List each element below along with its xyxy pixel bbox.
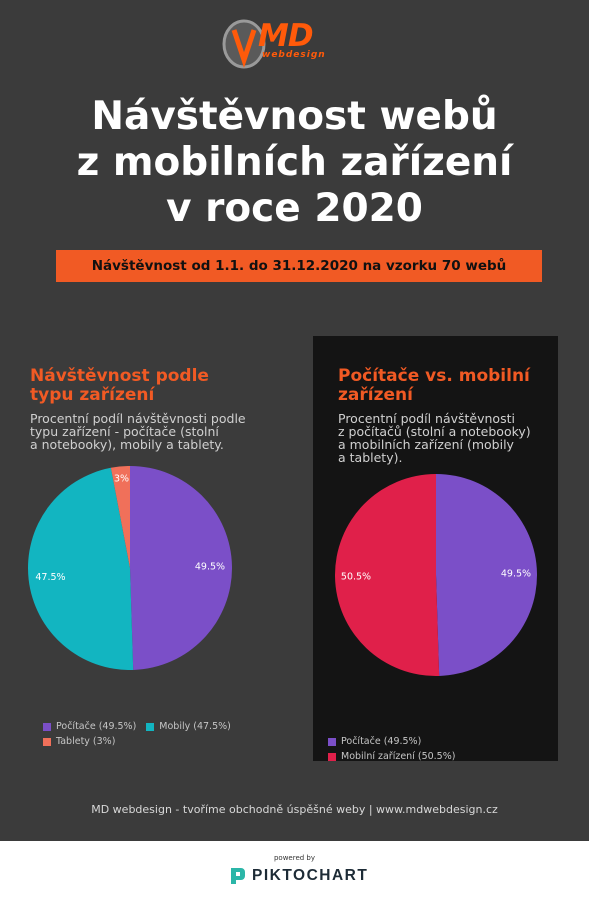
pie-data-label: 49.5% [501, 569, 531, 580]
logo-sub: webdesign [262, 50, 326, 60]
legend-label: Tablety (3%) [56, 736, 116, 747]
pie-slice-mobiln-za-zen- [335, 474, 440, 676]
left-desc-line-3: a notebooky), mobily a tablety. [30, 437, 224, 452]
right-desc-line-3: a mobilních zařízení (mobily [338, 437, 514, 452]
title-line-3: v roce 2020 [166, 186, 423, 231]
pie-slice-mobily [28, 467, 134, 670]
pie-data-label: 3% [114, 474, 129, 485]
left-desc-line-2: typu zařízení - počítače (stolní [30, 424, 219, 439]
legend-swatch [146, 722, 155, 731]
right-panel-title: Počítače vs. mobilní zařízení [338, 367, 530, 405]
md-logo-icon [222, 19, 266, 69]
legend-item: Počítače (49.5%) [43, 721, 136, 732]
pie-slice-po-ta-e [130, 466, 232, 670]
left-panel-title: Návštěvnost podle typu zařízení [30, 367, 209, 405]
left-desc-line-1: Procentní podíl návštěvnosti podle [30, 411, 246, 426]
piktochart-icon [231, 868, 245, 884]
legend-label: Mobilní zařízení (50.5%) [341, 751, 456, 762]
piktochart-word: PIKTOCHART [252, 867, 369, 884]
pie-chart-device-type: 49.5% 47.5% 3% [28, 466, 232, 670]
left-title-line-2: typu zařízení [30, 385, 155, 405]
footer-text: MD webdesign - tvoříme obchodně úspěšné … [91, 803, 498, 816]
legend-item: Tablety (3%) [43, 736, 115, 747]
legend-item: Mobily (47.5%) [146, 721, 231, 732]
pie-data-label: 47.5% [35, 572, 65, 583]
legend-item: Počítače (49.5%) [328, 736, 421, 747]
infographic: MD webdesign Návštěvnost webů z mobilníc… [0, 0, 589, 841]
title-line-1: Návštěvnost webů [91, 94, 498, 139]
legend-device-type: Počítače (49.5%) Mobily (47.5%) Tablety (3… [43, 721, 243, 751]
legend-swatch [43, 722, 51, 731]
right-desc-line-4: a tablety). [338, 450, 403, 465]
pie-chart-pc-vs-mobile: 49.5% 50.5% [335, 474, 537, 676]
logo-brand: MD [258, 18, 314, 54]
right-title-line-2: zařízení [338, 385, 413, 405]
legend-label: Mobily (47.5%) [159, 721, 231, 732]
page-title: Návštěvnost webů z mobilních zařízení v … [0, 94, 589, 232]
legend-item: Mobilní zařízení (50.5%) [328, 751, 455, 762]
legend-label: Počítače (49.5%) [56, 721, 137, 732]
pie-data-label: 50.5% [341, 571, 371, 582]
pie-slice-tablety [110, 466, 130, 568]
right-title-line-1: Počítače vs. mobilní [338, 366, 530, 386]
right-desc-line-1: Procentní podíl návštěvnosti [338, 411, 515, 426]
powered-by-label: powered by [273, 854, 316, 862]
piktochart-logo[interactable]: PIKTOCHART [228, 864, 368, 888]
legend-label: Počítače (49.5%) [341, 736, 422, 747]
pie-data-label: 49.5% [195, 562, 225, 573]
pie-slice-po-ta-e [436, 474, 537, 676]
subtitle-banner: Návštěvnost od 1.1. do 31.12.2020 na vzo… [56, 250, 542, 282]
legend-swatch [43, 737, 51, 746]
legend-swatch [328, 737, 336, 746]
legend-swatch [328, 752, 336, 761]
powered-by-bar: powered by PIKTOCHART [0, 841, 589, 900]
right-panel-desc: Procentní podíl návštěvnosti z počítačů … [338, 412, 531, 464]
legend-pc-vs-mobile: Počítače (49.5%) Mobilní zařízení (50.5%) [328, 736, 558, 766]
left-panel-desc: Procentní podíl návštěvnosti podle typu … [30, 412, 246, 451]
right-desc-line-2: z počítačů (stolní a notebooky) [338, 424, 531, 439]
left-title-line-1: Návštěvnost podle [30, 366, 209, 386]
title-line-2: z mobilních zařízení [76, 140, 513, 185]
